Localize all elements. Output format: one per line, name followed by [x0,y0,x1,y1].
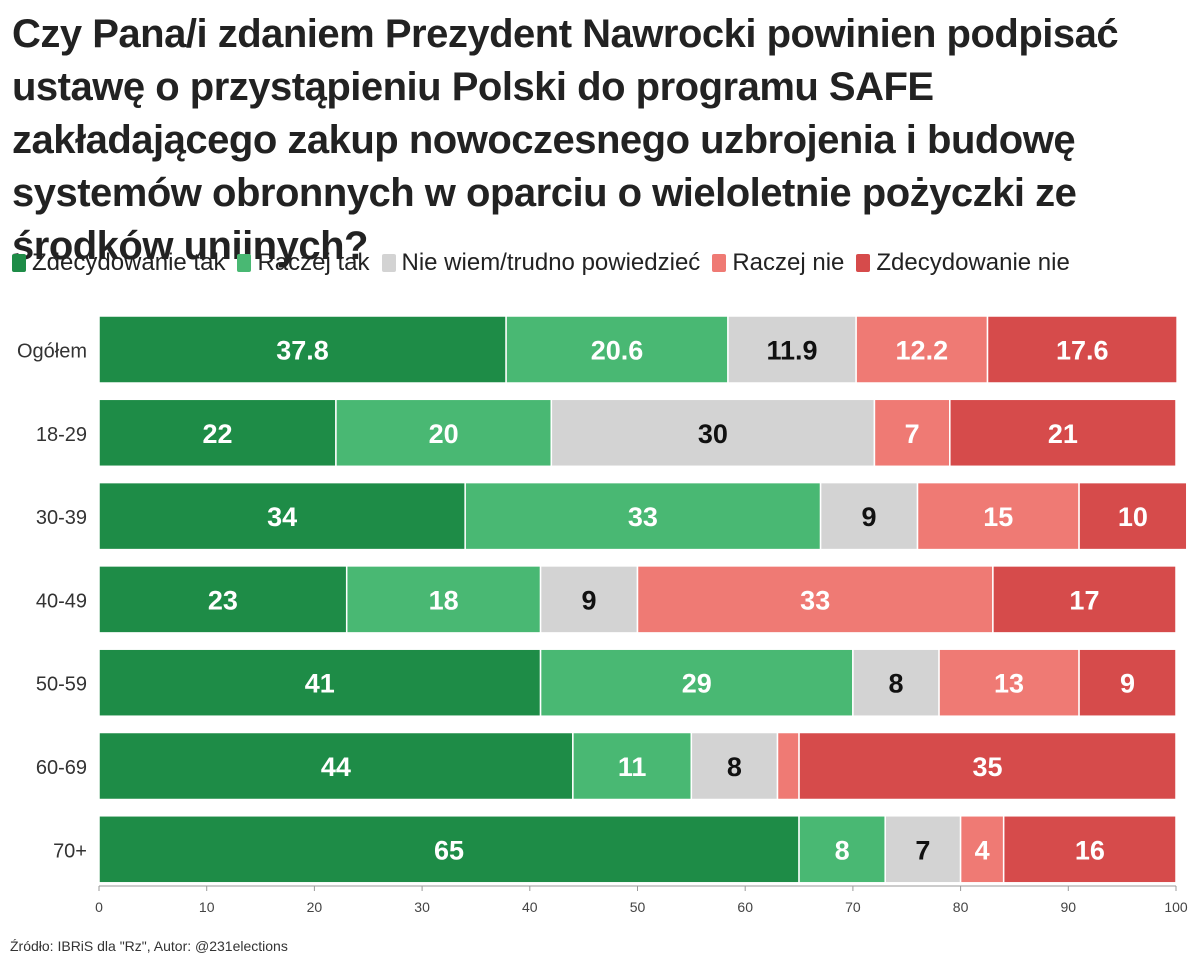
data-label: 12.2 [896,336,949,366]
bar-segment [98,315,507,384]
bar-segment [727,315,857,384]
data-label: 34 [267,502,297,532]
data-label: 21 [1048,419,1078,449]
legend-item-raczej-tak: Raczej tak [237,249,370,277]
category-label: 18-29 [36,424,87,446]
data-label: 30 [698,419,728,449]
x-tick-label: 20 [307,899,323,915]
legend-item-nie-wiem: Nie wiem/trudno powiedzieć [381,249,701,277]
bar-segment [550,398,876,468]
bar-segment [852,648,940,717]
legend-swatch [712,254,727,272]
category-label: Ogółem [17,341,87,363]
data-label: 20.6 [591,336,644,366]
data-label: 13 [994,669,1024,699]
bar-segment [798,731,1177,801]
x-tick-label: 50 [630,899,646,915]
x-tick-label: 40 [522,899,538,915]
legend-label: Nie wiem/trudno powiedzieć [401,249,701,276]
data-label: 15 [983,502,1013,532]
data-label: 9 [1120,669,1135,699]
bar-segment [572,731,693,801]
data-label: 4 [975,835,990,865]
legend-swatch [381,254,396,272]
source-note: Źródło: IBRiS dla "Rz", Autor: @231elect… [10,938,288,954]
data-label: 9 [862,502,877,532]
bar-segment [1002,815,1177,884]
x-tick-label: 30 [414,899,430,915]
bar-segment [776,731,800,801]
bar-segment [690,731,779,801]
legend-label: Raczej tak [257,249,370,276]
bar-segment [1078,481,1188,551]
bar-segment [345,565,542,634]
legend: Zdecydowanie tak Raczej tak Nie wiem/tru… [12,248,1082,278]
data-label: 7 [905,419,920,449]
data-label: 11.9 [767,336,818,366]
data-label: 41 [305,669,335,699]
legend-swatch [856,254,871,272]
legend-item-zdecydowanie-nie: Zdecydowanie nie [856,249,1070,277]
legend-label: Raczej nie [732,249,845,276]
bar-segment [98,648,542,717]
legend-item-zdecydowanie-tak: Zdecydowanie tak [12,249,225,277]
legend-swatch [237,254,252,272]
bar-segment [464,481,822,551]
data-label: 65 [434,835,464,865]
data-label: 35 [973,752,1003,782]
chart-title: Czy Pana/i zdaniem Prezydent Nawrocki po… [12,12,1119,268]
category-label: 50-59 [36,674,87,696]
data-label: 23 [208,585,238,615]
x-tick-label: 10 [199,899,215,915]
bar-segment [98,398,337,468]
data-label: 37.8 [276,336,329,366]
data-label: 20 [429,419,459,449]
data-label: 9 [582,585,597,615]
data-label: 18 [429,585,459,615]
data-label: 7 [915,835,930,865]
data-label: 29 [682,669,712,699]
x-tick-label: 0 [95,899,103,915]
data-label: 17 [1069,585,1099,615]
bar-segment [992,565,1177,634]
x-tick-label: 100 [1164,899,1188,915]
data-label: 16 [1075,835,1105,865]
x-tick-label: 60 [737,899,753,915]
x-tick-label: 80 [953,899,969,915]
data-label: 11 [618,752,647,782]
bar-segment [819,481,919,551]
category-label: 70+ [53,840,87,862]
category-label: 40-49 [36,590,87,612]
bar-segment [505,315,729,384]
data-label: 8 [835,835,850,865]
bar-segment [798,815,886,884]
legend-label: Zdecydowanie tak [32,249,226,276]
data-label: 17.6 [1056,336,1109,366]
bar-segment [636,565,994,634]
data-label: 44 [321,752,351,782]
data-label: 33 [800,585,830,615]
x-tick-label: 90 [1061,899,1077,915]
data-label: 8 [888,669,903,699]
data-label: 22 [202,419,232,449]
data-label: 33 [628,502,658,532]
bar-segment [335,398,553,468]
category-label: 60-69 [36,757,87,779]
data-label: 10 [1118,502,1148,532]
bar-segment [1078,648,1177,717]
bar-segment [916,481,1080,551]
bar-segment [873,398,951,468]
bar-segment [986,315,1178,384]
bar-segment [949,398,1177,468]
legend-swatch [12,254,26,272]
bar-segment [539,565,639,634]
bar-segment [539,648,854,717]
legend-item-raczej-nie: Raczej nie [712,249,844,277]
data-label: 8 [727,752,742,782]
x-tick-label: 70 [845,899,861,915]
stacked-bar-chart: Ogółem 37.8 20.6 11.9 12.2 17.6 18-29 22 20 30 7 21… [17,315,1188,915]
category-label: 30-39 [36,507,87,529]
legend-label: Zdecydowanie nie [876,249,1070,276]
bar-segment [98,565,348,634]
